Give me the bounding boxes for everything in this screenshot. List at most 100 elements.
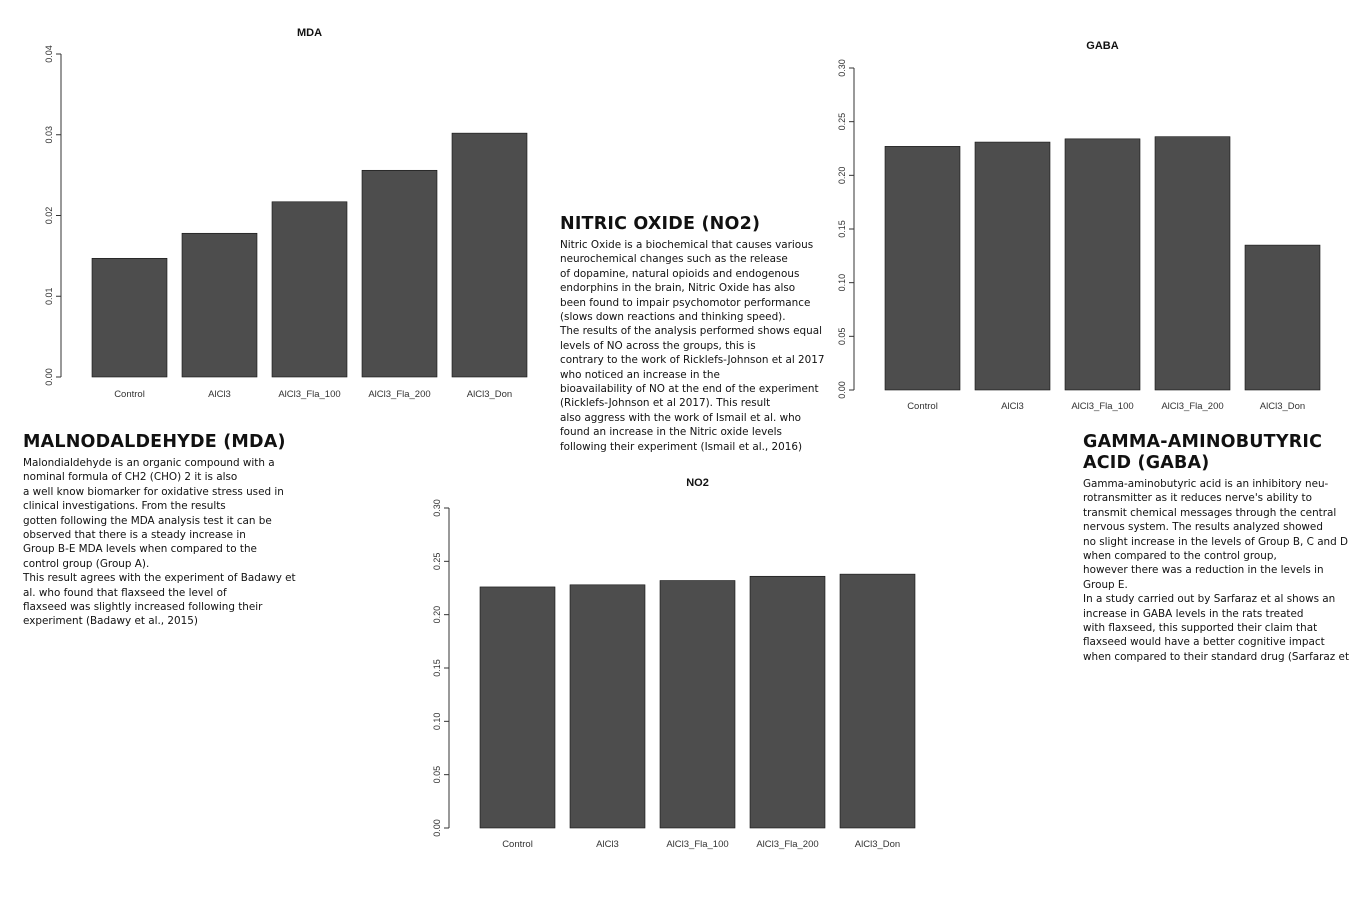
x-category-label: AlCl3_Fla_100: [666, 839, 728, 850]
bar: [271, 201, 348, 378]
nitric-oxide-heading: NITRIC OXIDE (NO2): [560, 214, 761, 234]
body-line: no slight increase in the levels of Grou…: [1083, 535, 1349, 548]
mda-heading: MALNODALDEHYDE (MDA): [23, 432, 286, 452]
y-tick-label: 0.30: [432, 499, 442, 517]
body-line: endorphins in the brain, Nitric Oxide ha…: [560, 282, 796, 295]
x-category-label: AlCl3_Fla_200: [756, 839, 818, 850]
y-tick-label: 0.01: [44, 287, 54, 305]
bar: [1154, 136, 1231, 391]
body-line: with flaxseed, this supported their clai…: [1083, 622, 1318, 635]
y-tick-label: 0.25: [432, 553, 442, 571]
bar: [479, 586, 556, 829]
bar: [659, 580, 736, 829]
body-line: This result agrees with the experiment o…: [23, 572, 296, 585]
x-category-label: Control: [907, 401, 938, 412]
y-tick-label: 0.10: [432, 713, 442, 731]
bar: [749, 575, 826, 829]
y-tick-label: 0.15: [432, 659, 442, 677]
x-category-label: AlCl3_Don: [1260, 401, 1305, 412]
body-line: levels of NO across the groups, this is: [560, 339, 756, 352]
x-category-label: AlCl3: [596, 839, 619, 850]
body-line: transmit chemical messages through the c…: [1083, 506, 1337, 519]
body-line: following their experiment (Ismail et al…: [560, 440, 803, 453]
body-line: (Ricklefs-Johnson et al 2017). This resu…: [560, 397, 771, 410]
x-category-label: AlCl3: [1001, 401, 1024, 412]
bar: [181, 232, 258, 378]
nitric-oxide-section: NITRIC OXIDE (NO2) Nitric Oxide is a bio…: [560, 214, 825, 454]
y-tick-label: 0.05: [837, 328, 847, 346]
y-tick-label: 0.20: [432, 606, 442, 624]
bar: [569, 584, 646, 829]
gaba-heading: GAMMA-AMINOBUTYRIC ACID (GABA): [1083, 432, 1353, 474]
x-category-label: Control: [502, 839, 533, 850]
gaba-body: Gamma-aminobutyric acid is an inhibitory…: [1083, 477, 1353, 664]
x-category-label: AlCl3_Don: [467, 389, 512, 400]
body-line: bioavailability of NO at the end of the …: [560, 383, 819, 396]
body-line: observed that there is a steady increase…: [23, 529, 246, 542]
gaba-chart-svg: GABA 0.00 0.05 0.10 0.15 0.20 0.25 0.30 Control A…: [837, 40, 1321, 412]
body-line: Nitric Oxide is a biochemical that cause…: [560, 239, 814, 251]
body-line: a well know biomarker for oxidative stre…: [23, 485, 284, 498]
body-line: contrary to the work of Ricklefs-Johnson…: [560, 354, 825, 367]
y-tick-label: 0.05: [432, 766, 442, 784]
body-line: of dopamine, natural opioids and endogen…: [560, 267, 800, 280]
body-line: clinical investigations. From the result…: [23, 500, 226, 513]
body-line: gotten following the MDA analysis test i…: [23, 514, 272, 527]
body-line: flaxseed would have a better cognitive i…: [1083, 636, 1325, 649]
body-line: when compared to the control group,: [1083, 550, 1277, 563]
body-line: (slows down reactions and thinking speed…: [560, 311, 786, 324]
y-tick-label: 0.00: [837, 381, 847, 399]
bar: [451, 132, 528, 378]
x-category-label: AlCl3_Fla_100: [278, 389, 340, 400]
body-line: experiment (Badawy et al., 2015): [23, 615, 198, 628]
body-line: Group B-E MDA levels when compared to th…: [23, 543, 257, 556]
no2-chart-svg: NO2 0.00 0.05 0.10 0.15 0.20 0.25 0.30 Control Al…: [432, 477, 916, 850]
mda-section: MALNODALDEHYDE (MDA) Malondialdehyde is …: [23, 432, 296, 629]
x-category-label: AlCl3_Fla_100: [1071, 401, 1133, 412]
body-line: In a study carried out by Sarfaraz et al…: [1083, 593, 1336, 606]
mda-chart-svg: MDA 0.00 0.01 0.02 0.03 0.04 Control AlCl3 AlCl3…: [44, 27, 528, 400]
gaba-bar-chart: GABA 0.00 0.05 0.10 0.15 0.20 0.25 0.30 Control A…: [820, 35, 1340, 420]
body-line: nominal formula of CH2 (CHO) 2 it is als…: [23, 471, 238, 484]
y-tick-label: 0.25: [837, 113, 847, 131]
x-category-label: AlCl3_Fla_200: [368, 389, 430, 400]
chart-title: GABA: [1086, 40, 1118, 52]
x-category-label: Control: [114, 389, 145, 400]
y-tick-label: 0.30: [837, 59, 847, 77]
body-line: also aggress with the work of Ismail et …: [560, 411, 802, 424]
body-line: however there was a reduction in the lev…: [1083, 564, 1324, 577]
body-line: increase in GABA levels in the rats trea…: [1083, 607, 1304, 620]
y-tick-label: 0.03: [44, 126, 54, 144]
y-tick-label: 0.04: [44, 45, 54, 63]
x-category-label: AlCl3_Don: [855, 839, 900, 850]
bar: [1244, 244, 1321, 391]
body-line: who noticed an increase in the: [560, 368, 720, 381]
bar: [91, 257, 168, 378]
y-tick-label: 0.00: [432, 819, 442, 837]
body-line: Malondialdehyde is an organic compound w…: [23, 457, 275, 469]
body-line: Gamma-aminobutyric acid is an inhibitory…: [1083, 478, 1329, 490]
chart-title: NO2: [686, 477, 709, 489]
body-line: nervous system. The results analyzed sho…: [1083, 521, 1323, 534]
gaba-section: GAMMA-AMINOBUTYRIC ACID (GABA) Gamma-ami…: [1083, 432, 1353, 664]
x-category-label: AlCl3_Fla_200: [1161, 401, 1223, 412]
body-line: Group E.: [1083, 578, 1128, 591]
gaba-heading-line2: ACID (GABA): [1083, 453, 1210, 473]
body-line: flaxseed was slightly increased followin…: [23, 601, 263, 614]
body-line: when compared to their standard drug (Sa…: [1083, 650, 1350, 663]
bar: [361, 169, 438, 378]
gaba-heading-line1: GAMMA-AMINOBUTYRIC: [1083, 432, 1323, 452]
body-line: The results of the analysis performed sh…: [560, 325, 822, 338]
body-line: rotransmitter as it reduces nerve's abil…: [1083, 492, 1312, 505]
x-category-label: AlCl3: [208, 389, 231, 400]
no2-bar-chart: NO2 0.00 0.05 0.10 0.15 0.20 0.25 0.30 Control Al…: [415, 472, 935, 857]
body-line: found an increase in the Nitric oxide le…: [560, 426, 782, 439]
bar: [974, 141, 1051, 391]
body-line: been found to impair psychomotor perform…: [560, 296, 811, 309]
chart-title: MDA: [297, 27, 322, 39]
bar: [1064, 138, 1141, 391]
mda-body: Malondialdehyde is an organic compound w…: [23, 456, 296, 629]
y-tick-label: 0.15: [837, 220, 847, 238]
body-line: control group (Group A).: [23, 557, 150, 570]
mda-bar-chart: MDA 0.00 0.01 0.02 0.03 0.04 Control AlCl3 AlCl3…: [20, 22, 540, 407]
